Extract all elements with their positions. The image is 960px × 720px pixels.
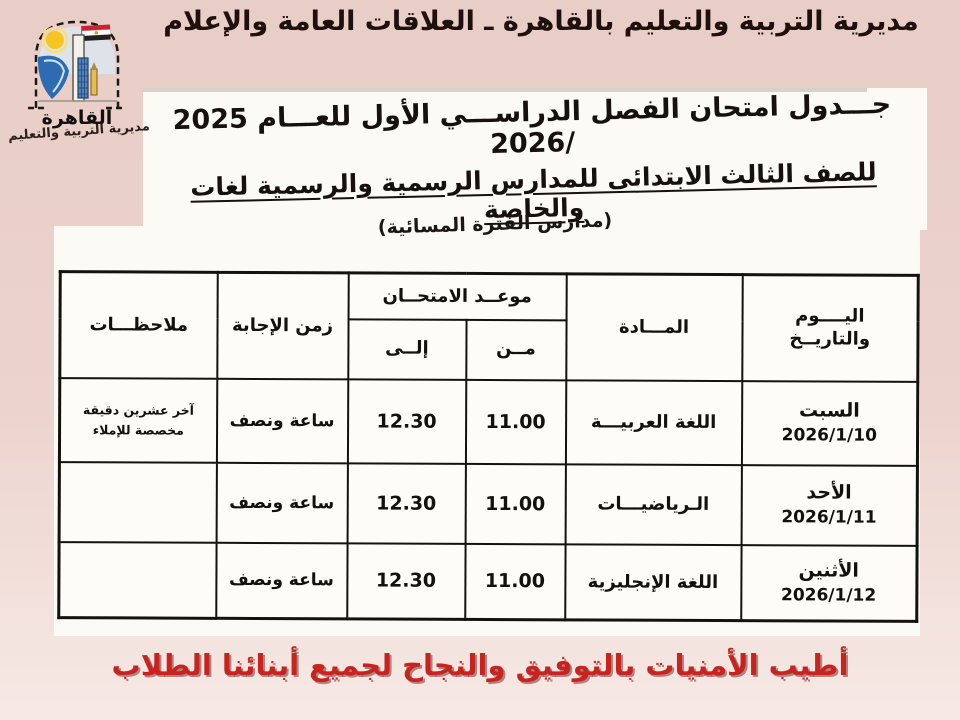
document-title: جـــدول امتحان الفصل الدراســـي الأول لل… (149, 88, 918, 231)
to-cell: 12.30 (347, 378, 466, 464)
day-name: الأثنين (798, 559, 859, 582)
day-date: 2026/1/12 (780, 584, 877, 606)
day-name: السبت (798, 399, 860, 422)
logo-emblem-icon: القاهرة (28, 20, 126, 129)
table-row-monday: الأثنين 2026/1/12 اللغة الإنجليزية 11.00… (58, 541, 918, 622)
to-cell: 12.30 (346, 542, 466, 620)
day-cell: الأثنين 2026/1/12 (740, 544, 918, 622)
from-cell: 11.00 (465, 379, 566, 464)
from-cell: 11.00 (464, 543, 566, 620)
duration-cell: ساعة ونصف (215, 542, 348, 619)
col-header-day: اليــــوم والتاريــخ (741, 274, 919, 382)
day-date: 2026/1/11 (781, 507, 877, 528)
day-cell: السبت 2026/1/10 (741, 380, 918, 466)
col-header-notes: ملاحظـــات (59, 271, 218, 379)
day-date: 2026/1/10 (781, 425, 877, 446)
col-header-subject: المـــادة (565, 273, 743, 381)
col-header-day-line1: اليــــوم (795, 305, 865, 327)
col-header-duration: زمن الإجابة (216, 272, 349, 379)
exam-schedule-table: اليــــوم والتاريــخ المـــادة موعــد ال… (57, 270, 920, 623)
cairo-education-logo: القاهرة (22, 12, 132, 130)
subject-cell: الـرياضيـــات (565, 463, 742, 545)
subject-cell: اللغة العربيـــة (565, 379, 742, 465)
col-header-from: مــن (465, 319, 567, 380)
day-cell: الأحد 2026/1/11 (741, 464, 918, 546)
col-header-day-line2: والتاريــخ (789, 328, 871, 350)
notes-cell (58, 541, 217, 619)
page-title: مديرية التربية والتعليم بالقاهرة ـ العلا… (163, 6, 919, 37)
notes-cell (59, 461, 217, 543)
day-name: الأحد (806, 481, 852, 504)
to-cell: 12.30 (347, 462, 466, 544)
duration-cell: ساعة ونصف (216, 378, 348, 463)
sun-icon (46, 31, 64, 49)
duration-cell: ساعة ونصف (216, 462, 348, 543)
arch-border-icon (34, 20, 120, 108)
table-row-saturday: السبت 2026/1/10 اللغة العربيـــة 11.00 1… (59, 377, 918, 466)
notes-cell: آخر عشرين دقيقة مخصصة للإملاء (59, 377, 217, 463)
scan-artifact-streak (143, 88, 867, 92)
egypt-flag-icon (81, 24, 111, 41)
from-cell: 11.00 (465, 463, 566, 544)
table-header-row: اليــــوم والتاريــخ المـــادة موعــد ال… (59, 271, 919, 382)
col-header-to: إلــى (347, 318, 467, 380)
logo-city-label: القاهرة (42, 107, 113, 129)
pencil-icon (90, 68, 98, 96)
footer-message: أطيب الأمنيات بالتوفيق والنجاح لجميع أبن… (111, 648, 849, 682)
table-row-sunday: الأحد 2026/1/11 الـرياضيـــات 11.00 12.3… (59, 461, 918, 546)
subject-cell: اللغة الإنجليزية (564, 543, 742, 621)
document-paper-top (143, 88, 927, 230)
col-header-exam-time: موعــد الامتحــان (348, 272, 567, 320)
